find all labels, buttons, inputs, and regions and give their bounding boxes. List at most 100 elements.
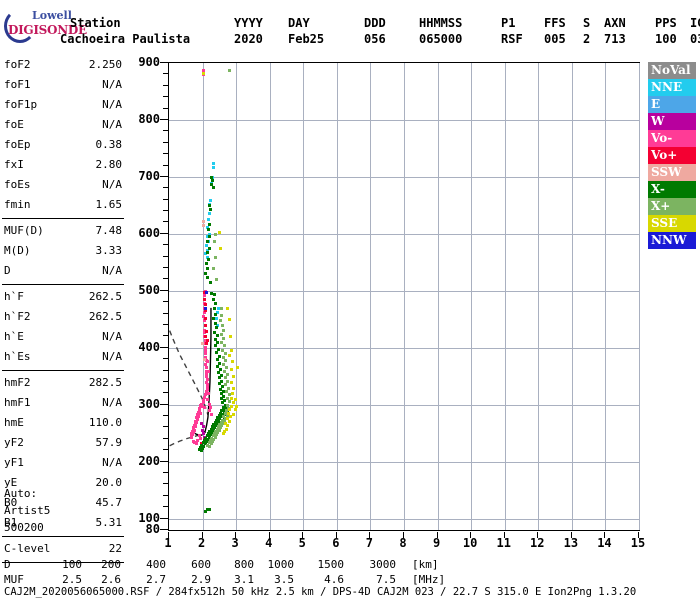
legend-item-vo[interactable]: Vo- xyxy=(648,130,696,147)
data-point-sse xyxy=(229,335,233,339)
param-value: 110.0 xyxy=(88,416,122,429)
legend-item-x[interactable]: X+ xyxy=(648,198,696,215)
legend-item-x[interactable]: X- xyxy=(648,181,696,198)
data-point-vo xyxy=(204,393,208,397)
param-divider xyxy=(2,218,124,219)
data-point-x xyxy=(221,401,225,405)
legend-item-w[interactable]: W xyxy=(648,113,696,130)
header-val-pps: 100 xyxy=(655,32,677,46)
data-point-x xyxy=(202,444,206,448)
data-point-sse xyxy=(236,366,240,370)
data-point-x xyxy=(219,306,223,310)
data-point-x xyxy=(201,441,205,445)
footer-value: 3.1 xyxy=(234,573,254,586)
data-point-vo xyxy=(196,439,200,443)
header-col-pps: PPS xyxy=(655,16,677,30)
data-point-x xyxy=(210,292,214,296)
data-point-x xyxy=(221,385,225,389)
data-point-x xyxy=(217,425,220,429)
y-tick xyxy=(160,233,168,234)
data-point-x xyxy=(210,425,214,429)
footer-tables: D 100 200 400 600 800 1000 1500 3000 [km] MUF 2.5 2… xyxy=(0,558,700,588)
x-tick xyxy=(504,532,505,538)
data-point-x xyxy=(215,358,219,362)
data-point-x xyxy=(221,323,225,327)
param-name: fxI xyxy=(4,158,24,171)
data-point-x xyxy=(213,312,217,316)
data-point-x xyxy=(214,321,218,325)
footer-row-label: MUF xyxy=(4,573,24,586)
data-point-sse xyxy=(225,417,229,421)
y-tick xyxy=(163,142,168,143)
y-tick xyxy=(163,108,168,109)
data-point-vo xyxy=(200,404,204,408)
param-row-yf1: yF1 N/A xyxy=(2,454,124,474)
data-point-x xyxy=(214,302,218,306)
footer-value: 4.6 xyxy=(324,573,344,586)
param-row-m-d-: M(D) 3.33 xyxy=(2,242,124,262)
param-value: N/A xyxy=(102,118,122,131)
data-point-x xyxy=(216,364,220,368)
data-point-x xyxy=(222,362,226,366)
legend-item-nne[interactable]: NNE xyxy=(648,79,696,96)
y-tick xyxy=(163,392,168,393)
legend-item-e[interactable]: E xyxy=(648,96,696,113)
data-point-vo xyxy=(203,317,207,321)
data-point-nne xyxy=(208,198,212,202)
horizontal-gridline xyxy=(169,291,639,292)
y-axis-label-600: 600 xyxy=(138,225,160,240)
header-col-ddd: DDD xyxy=(364,16,386,30)
data-point-vo xyxy=(192,428,196,432)
data-point-x xyxy=(226,403,230,407)
data-point-x xyxy=(219,387,223,391)
data-point-x xyxy=(203,442,207,446)
x-tick xyxy=(336,532,337,538)
legend-item-sse[interactable]: SSE xyxy=(648,215,696,232)
data-point-ssw xyxy=(202,358,206,362)
param-row-h-f2: h`F2 262.5 xyxy=(2,308,124,328)
data-point-vo xyxy=(202,294,206,298)
x-tick xyxy=(168,532,169,538)
footer-distance-row: D 100 200 400 600 800 1000 1500 3000 [km] xyxy=(0,558,700,573)
vertical-gridline xyxy=(438,63,439,530)
x-axis-label-12: 12 xyxy=(530,536,545,550)
polarization-legend: NoVal NNE E W Vo- Vo+ SSW X- X+ SSE NNW xyxy=(648,62,696,249)
data-point-x xyxy=(215,418,218,422)
x-axis-label-6: 6 xyxy=(332,536,340,550)
param-row-h-es: h`Es N/A xyxy=(2,348,124,368)
legend-item-vo[interactable]: Vo+ xyxy=(648,147,696,164)
legend-item-nnw[interactable]: NNW xyxy=(648,232,696,249)
data-point-x xyxy=(215,351,218,355)
data-point-sse xyxy=(227,411,231,415)
muf-dashed-curve xyxy=(169,330,209,416)
data-point-nnw xyxy=(204,290,208,294)
footer-value: 100 xyxy=(62,558,82,571)
footer-value: 2.6 xyxy=(101,573,121,586)
data-point-ssw xyxy=(201,220,205,224)
header-col-p1: P1 xyxy=(501,16,516,30)
param-value: N/A xyxy=(102,78,122,91)
param-row-fxi: fxI 2.80 xyxy=(2,156,124,176)
data-point-x xyxy=(215,278,218,282)
data-point-x xyxy=(217,376,221,380)
legend-item-noval[interactable]: NoVal xyxy=(648,62,696,79)
x-axis-label-15: 15 xyxy=(630,536,646,550)
ionogram-plot-area[interactable] xyxy=(168,62,640,531)
y-tick xyxy=(163,301,168,302)
data-point-x xyxy=(225,396,229,400)
y-axis-ticks xyxy=(160,62,168,531)
data-point-x xyxy=(223,399,227,403)
data-point-x xyxy=(206,228,210,232)
y-tick xyxy=(163,221,168,222)
x-tick xyxy=(437,532,438,538)
y-tick xyxy=(163,506,168,507)
data-point-vo xyxy=(203,395,207,399)
parameter-panel: foF2 2.250 foF1 N/A foF1p N/A foE N/A foEp 0.38 fx… xyxy=(2,56,124,566)
data-point-nne xyxy=(205,235,209,239)
footer-value: 2.9 xyxy=(191,573,211,586)
param-name: foE xyxy=(4,118,24,131)
data-point-vo xyxy=(194,442,198,446)
data-point-x xyxy=(216,341,220,345)
x-axis-ticks xyxy=(168,532,640,539)
legend-item-ssw[interactable]: SSW xyxy=(648,164,696,181)
